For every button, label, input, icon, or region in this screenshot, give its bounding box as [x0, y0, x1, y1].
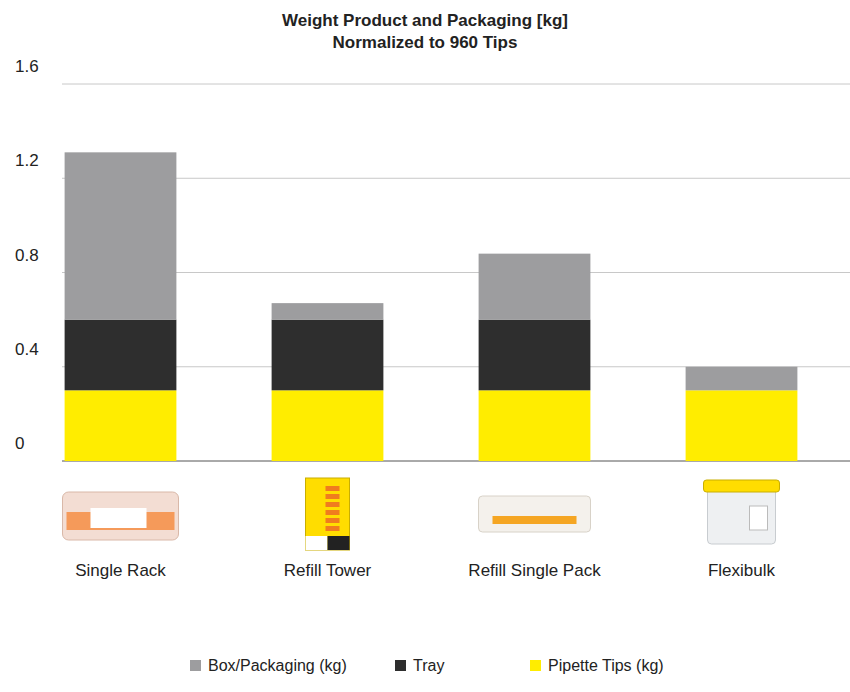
legend-label: Tray	[413, 657, 444, 674]
icon-pack	[479, 496, 591, 532]
bar-segment	[272, 320, 384, 391]
icon-label	[91, 508, 147, 528]
icon-tips	[493, 516, 577, 524]
icon-foot	[328, 536, 350, 550]
icon-slot	[326, 502, 340, 507]
bar-segment	[479, 390, 591, 461]
icon-bulk	[708, 488, 776, 544]
bar-segment	[65, 390, 177, 461]
legend: Box/Packaging (kg) Tray Pipette Tips (kg)	[190, 657, 664, 674]
chart: Weight Product and Packaging [kg] Normali…	[0, 0, 850, 692]
bar-segment	[479, 320, 591, 391]
y-tick-label: 0.4	[15, 340, 39, 359]
icon-slot	[326, 494, 340, 499]
legend-label: Box/Packaging (kg)	[208, 657, 347, 674]
icon-box	[63, 492, 179, 540]
product-icon	[63, 492, 179, 540]
title: Weight Product and Packaging [kg]	[282, 11, 568, 30]
icon-slot	[326, 510, 340, 515]
icon-slot	[326, 518, 340, 523]
icon-tower	[306, 478, 350, 550]
bar-segment	[65, 152, 177, 319]
bar-segment	[686, 390, 798, 461]
bar-segment	[65, 320, 177, 391]
product-icon	[704, 480, 780, 544]
legend-swatch	[530, 660, 541, 671]
legend-swatch	[190, 660, 201, 671]
grid-line	[62, 178, 850, 179]
icon-slot	[326, 486, 340, 491]
icon-lid	[704, 480, 780, 492]
bar-segment	[272, 303, 384, 319]
grid-line	[62, 272, 850, 273]
bar-segment	[686, 367, 798, 391]
x-tick-label: Refill Tower	[284, 561, 372, 580]
product-icon	[479, 496, 591, 532]
icon-slot	[326, 526, 340, 531]
product-icon	[306, 478, 350, 550]
x-tick-label: Flexibulk	[708, 561, 776, 580]
y-tick-label: 1.6	[15, 57, 39, 76]
grid-line	[62, 84, 850, 85]
x-tick-label: Refill Single Pack	[468, 561, 601, 580]
icon-label	[750, 506, 768, 530]
x-tick-label: Single Rack	[75, 561, 166, 580]
legend-swatch	[395, 660, 406, 671]
bar-segment	[272, 390, 384, 461]
subtitle: Normalized to 960 Tips	[333, 33, 518, 52]
icon-foot	[306, 536, 328, 550]
y-tick-label: 0.8	[15, 246, 39, 265]
bars	[65, 152, 798, 461]
legend-label: Pipette Tips (kg)	[548, 657, 664, 674]
y-tick-label: 0	[15, 434, 24, 453]
bar-segment	[479, 254, 591, 320]
y-tick-label: 1.2	[15, 151, 39, 170]
